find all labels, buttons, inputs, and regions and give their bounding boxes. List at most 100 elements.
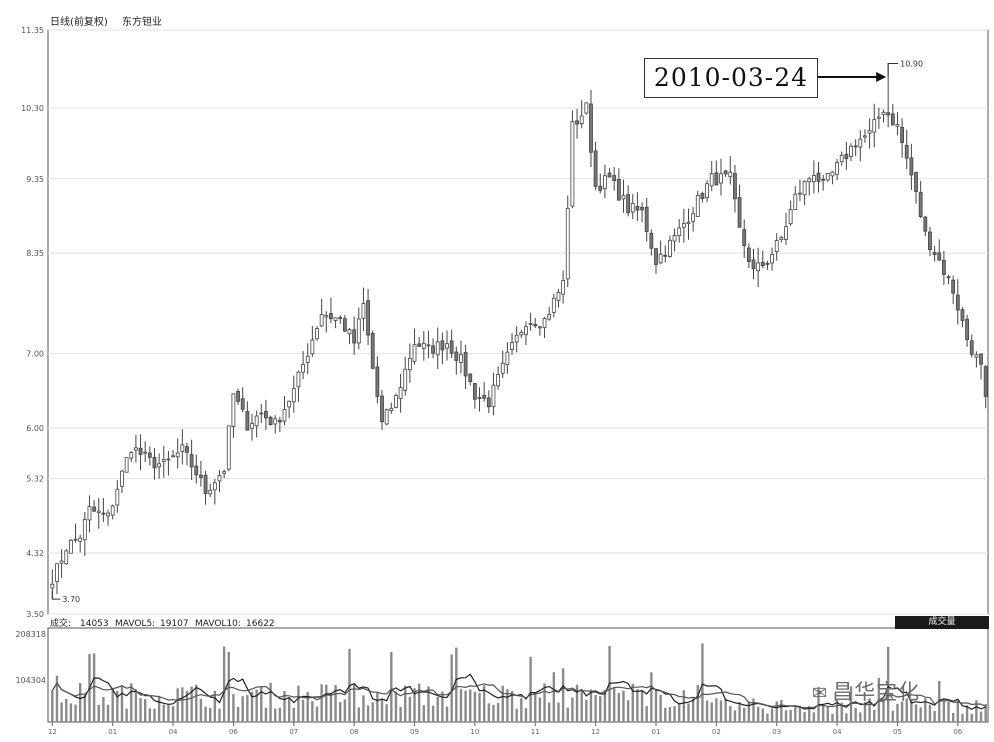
candle-body (807, 178, 812, 183)
candle-body (407, 358, 412, 371)
candle-body (454, 351, 459, 361)
volume-bar (863, 701, 867, 722)
volume-bar (195, 684, 198, 722)
candle-body (185, 446, 189, 453)
volume-bar (501, 685, 504, 722)
chart-title: 日线(前复权) (50, 15, 108, 28)
volume-bar (622, 690, 625, 722)
candle-body (876, 116, 881, 119)
candle-body (579, 115, 584, 124)
candle-body (50, 583, 55, 589)
candle-body (505, 351, 510, 366)
candle-body (143, 451, 148, 454)
candle-body (607, 172, 612, 178)
candle-body (816, 172, 821, 182)
y-tick-label: 10.30 (21, 104, 44, 113)
volume-bar (292, 707, 295, 722)
candle-body (983, 366, 988, 397)
candle-body (482, 395, 487, 399)
volume-bar (910, 700, 913, 722)
volume-bar (645, 706, 648, 722)
candle-body (923, 216, 928, 232)
volume-bar (199, 698, 203, 722)
volume-bar (780, 699, 783, 722)
volume-bar (729, 706, 732, 722)
candle-body (231, 393, 236, 427)
volume-bar (306, 691, 309, 722)
volume-bar (617, 693, 621, 722)
volume-bar (125, 708, 128, 722)
candle-body (821, 178, 826, 181)
candle-body (872, 119, 877, 133)
price-axis: 3.50 4.32 5.32 6.00 7.00 8.35 9.35 10.30 11.35 (21, 26, 44, 619)
volume-bar (482, 685, 486, 722)
volume-bar (153, 708, 156, 722)
candle-body (110, 505, 115, 516)
candle-body (835, 162, 839, 175)
volume-bar (747, 701, 751, 722)
volume-bar (162, 704, 165, 722)
candle-body (435, 341, 440, 356)
candle-body (412, 344, 417, 362)
volume-bar (868, 698, 871, 722)
candle-body (811, 174, 816, 183)
candle-body (510, 342, 514, 350)
candle-body (342, 318, 347, 332)
volume-bar (794, 707, 797, 722)
volume-bar (933, 710, 936, 722)
candle-body (537, 326, 542, 329)
volume-bar (789, 709, 792, 722)
volume-bar (821, 704, 825, 722)
wechat-icon: ✉ (812, 683, 829, 704)
candle-body (472, 383, 477, 400)
volume-bar (947, 702, 950, 722)
volume-bar (339, 701, 342, 722)
date-axis: 12 01 04 06 07 08 09 10 11 12 01 02 03 04 05 06 (48, 722, 963, 736)
volume-bar (691, 698, 695, 722)
candle-body (491, 384, 496, 407)
volume-bar (469, 689, 472, 722)
volume-bar (668, 706, 672, 722)
volume-bar (970, 713, 973, 722)
volume-bar (808, 706, 811, 722)
candle-body (760, 261, 765, 267)
candle-body (881, 111, 886, 116)
instrument-name: 东方钽业 (122, 15, 162, 28)
volume-bar (473, 691, 477, 722)
volume-bar (441, 691, 444, 722)
candle-body (793, 193, 798, 210)
candle-body (380, 395, 384, 423)
volume-bar (724, 698, 727, 722)
volume-bar (492, 705, 495, 722)
volume-bar (427, 686, 430, 722)
volume-bar (631, 683, 634, 722)
candle-body (626, 194, 631, 214)
volume-bar (260, 686, 263, 722)
volume-bar (715, 698, 718, 722)
volume-bar (204, 706, 207, 722)
volume-tick-label: 208318 (15, 630, 46, 639)
candle-body (87, 506, 92, 521)
volume-bar (264, 707, 268, 722)
volume-bar (241, 696, 244, 722)
x-tick-label: 06 (953, 728, 962, 736)
volume-bar (984, 703, 987, 722)
volume-bar (478, 693, 481, 722)
candle-body (268, 416, 273, 426)
candle-body (719, 173, 723, 184)
candle-body (203, 474, 208, 494)
volume-indicator-badge[interactable]: 成交量 (895, 616, 989, 629)
volume-bar (232, 694, 235, 722)
volume-moving-averages (51, 673, 986, 710)
candle-body (226, 425, 231, 470)
candle-body (259, 412, 264, 415)
volume-bar (561, 668, 565, 722)
candle-body (291, 388, 296, 403)
x-tick-label: 12 (591, 728, 600, 736)
watermark: ✉ 昌华宝化 (812, 676, 920, 706)
candle-body (849, 145, 853, 157)
candle-body (779, 237, 784, 241)
volume-bar (859, 712, 862, 722)
candle-body (612, 175, 617, 181)
volume-bar (547, 702, 551, 722)
